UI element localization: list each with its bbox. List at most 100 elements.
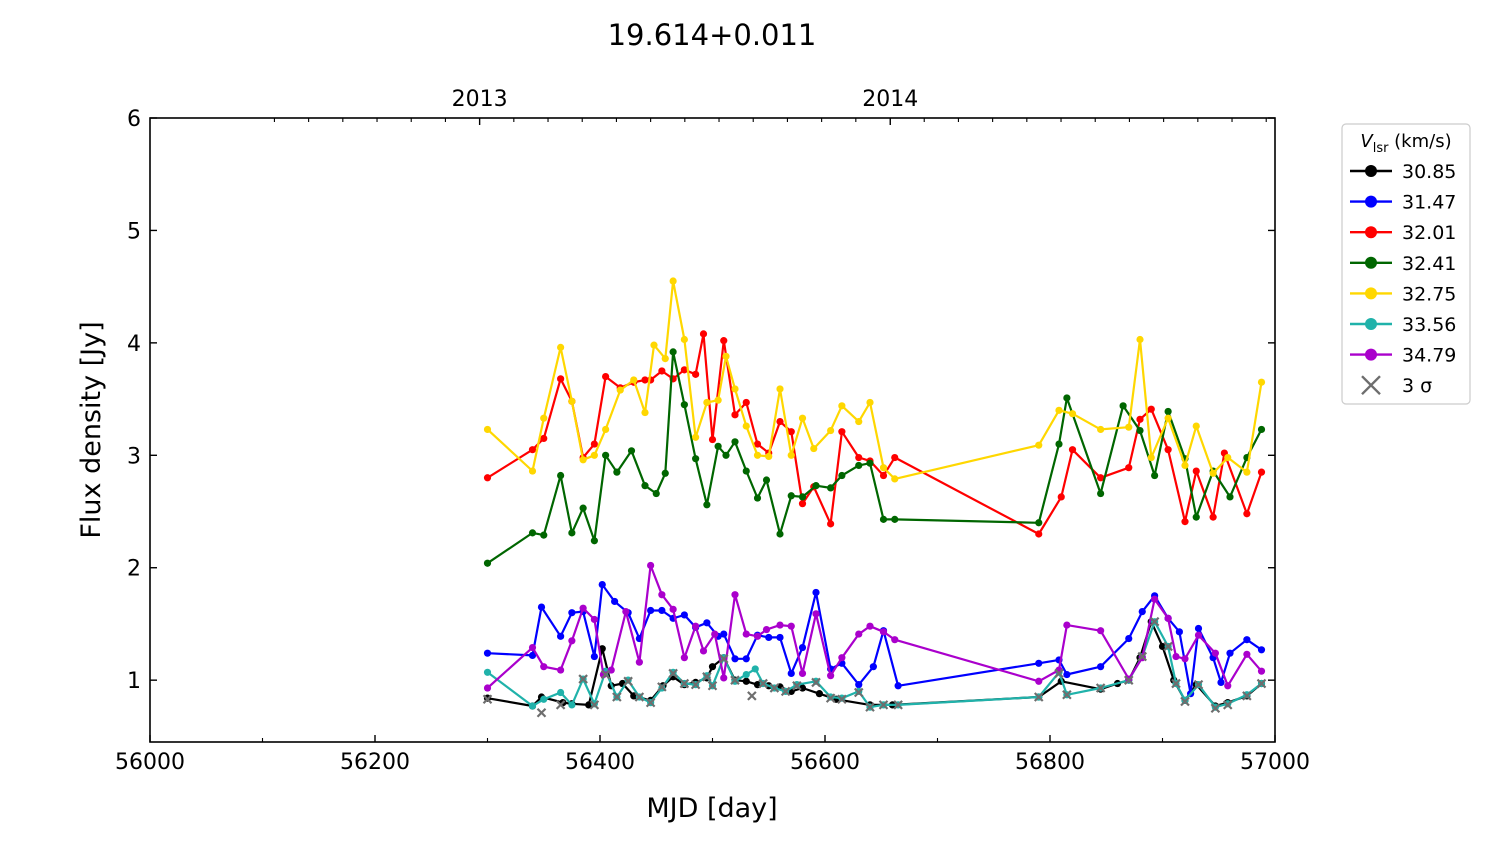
- data-point: [1164, 414, 1172, 422]
- data-point: [703, 398, 711, 407]
- data-point: [762, 625, 771, 634]
- legend-sigma-marker: [1361, 375, 1381, 396]
- data-point: [692, 433, 700, 441]
- sigma-marker: [1033, 692, 1044, 702]
- data-point: [1055, 406, 1063, 414]
- data-point: [602, 451, 610, 459]
- data-point: [699, 647, 708, 655]
- data-point: [1136, 415, 1144, 423]
- sigma-marker: [1193, 679, 1204, 690]
- data-point: [703, 619, 711, 627]
- data-point: [557, 471, 565, 480]
- data-point: [1151, 595, 1159, 603]
- data-point: [827, 484, 835, 492]
- legend-label: 32.75: [1402, 283, 1456, 305]
- data-point: [611, 597, 619, 606]
- data-point: [635, 658, 643, 666]
- data-point: [1097, 663, 1105, 671]
- data-point: [540, 531, 548, 539]
- legend-label: 34.79: [1402, 345, 1456, 367]
- sigma-marker: [747, 691, 757, 701]
- data-point: [699, 330, 708, 338]
- legend-marker: [1365, 318, 1377, 330]
- data-point: [1226, 649, 1234, 657]
- data-point: [528, 467, 537, 475]
- legend-label: 32.01: [1402, 222, 1456, 244]
- data-point: [579, 504, 587, 512]
- data-point: [1138, 607, 1146, 616]
- data-point: [669, 277, 677, 285]
- sigma-marker: [1062, 690, 1072, 700]
- data-point: [1164, 446, 1172, 454]
- data-point: [579, 456, 587, 464]
- data-point: [692, 622, 700, 630]
- data-point: [579, 604, 587, 612]
- legend-marker: [1365, 256, 1377, 269]
- data-point: [590, 451, 598, 459]
- data-point: [1257, 646, 1266, 654]
- data-point: [891, 453, 899, 462]
- data-point: [622, 607, 630, 616]
- data-point: [1175, 628, 1183, 636]
- data-point: [1035, 659, 1043, 667]
- data-point: [1194, 624, 1203, 633]
- data-point: [528, 651, 537, 660]
- legend-marker: [1365, 226, 1377, 239]
- data-point: [1211, 649, 1219, 657]
- data-point: [720, 630, 728, 638]
- data-point: [891, 515, 899, 523]
- sigma-marker: [634, 692, 645, 702]
- data-point: [557, 375, 565, 383]
- legend-marker: [1365, 348, 1377, 361]
- data-point: [776, 530, 784, 538]
- data-point: [753, 440, 762, 448]
- sigma-marker: [555, 700, 566, 710]
- sigma-marker: [825, 693, 836, 703]
- data-point: [762, 476, 771, 484]
- data-point: [650, 341, 658, 349]
- sigma-marker: [1210, 703, 1221, 714]
- data-point: [838, 428, 846, 436]
- sigma-marker: [589, 700, 600, 710]
- y-tick-label: 1: [127, 669, 141, 694]
- data-point: [787, 492, 795, 500]
- data-point: [866, 459, 874, 467]
- sigma-marker: [780, 686, 791, 697]
- data-point: [1224, 453, 1232, 462]
- sigma-marker: [811, 677, 821, 688]
- y-tick-label: 2: [127, 557, 141, 582]
- sigma-marker: [837, 694, 847, 705]
- data-point: [731, 655, 739, 663]
- data-point: [1181, 518, 1189, 526]
- data-point: [557, 666, 565, 674]
- data-point: [742, 422, 750, 430]
- data-point: [1192, 467, 1200, 475]
- data-point: [1068, 410, 1077, 418]
- data-point: [787, 428, 795, 436]
- series-line: [486, 620, 1263, 709]
- data-point: [568, 397, 576, 405]
- top-tick-label: 2013: [452, 87, 508, 112]
- data-point: [731, 438, 739, 446]
- data-point: [602, 425, 610, 434]
- data-point: [1243, 650, 1251, 658]
- data-point: [1181, 461, 1189, 470]
- data-point: [731, 411, 739, 419]
- data-point: [1257, 378, 1266, 386]
- y-tick-label: 3: [127, 444, 141, 469]
- data-point: [590, 615, 598, 624]
- sigma-marker: [679, 678, 690, 689]
- data-point: [568, 529, 576, 537]
- data-point: [742, 670, 750, 679]
- data-point: [827, 520, 835, 528]
- data-point: [557, 343, 565, 351]
- data-point: [680, 366, 688, 374]
- y-tick-label: 6: [127, 107, 141, 132]
- data-point: [827, 672, 835, 680]
- data-point: [855, 630, 863, 638]
- x-tick-label: 56800: [1015, 750, 1085, 775]
- data-point: [483, 559, 492, 567]
- data-point: [879, 628, 888, 636]
- data-point: [1057, 493, 1065, 501]
- sigma-marker: [600, 669, 611, 680]
